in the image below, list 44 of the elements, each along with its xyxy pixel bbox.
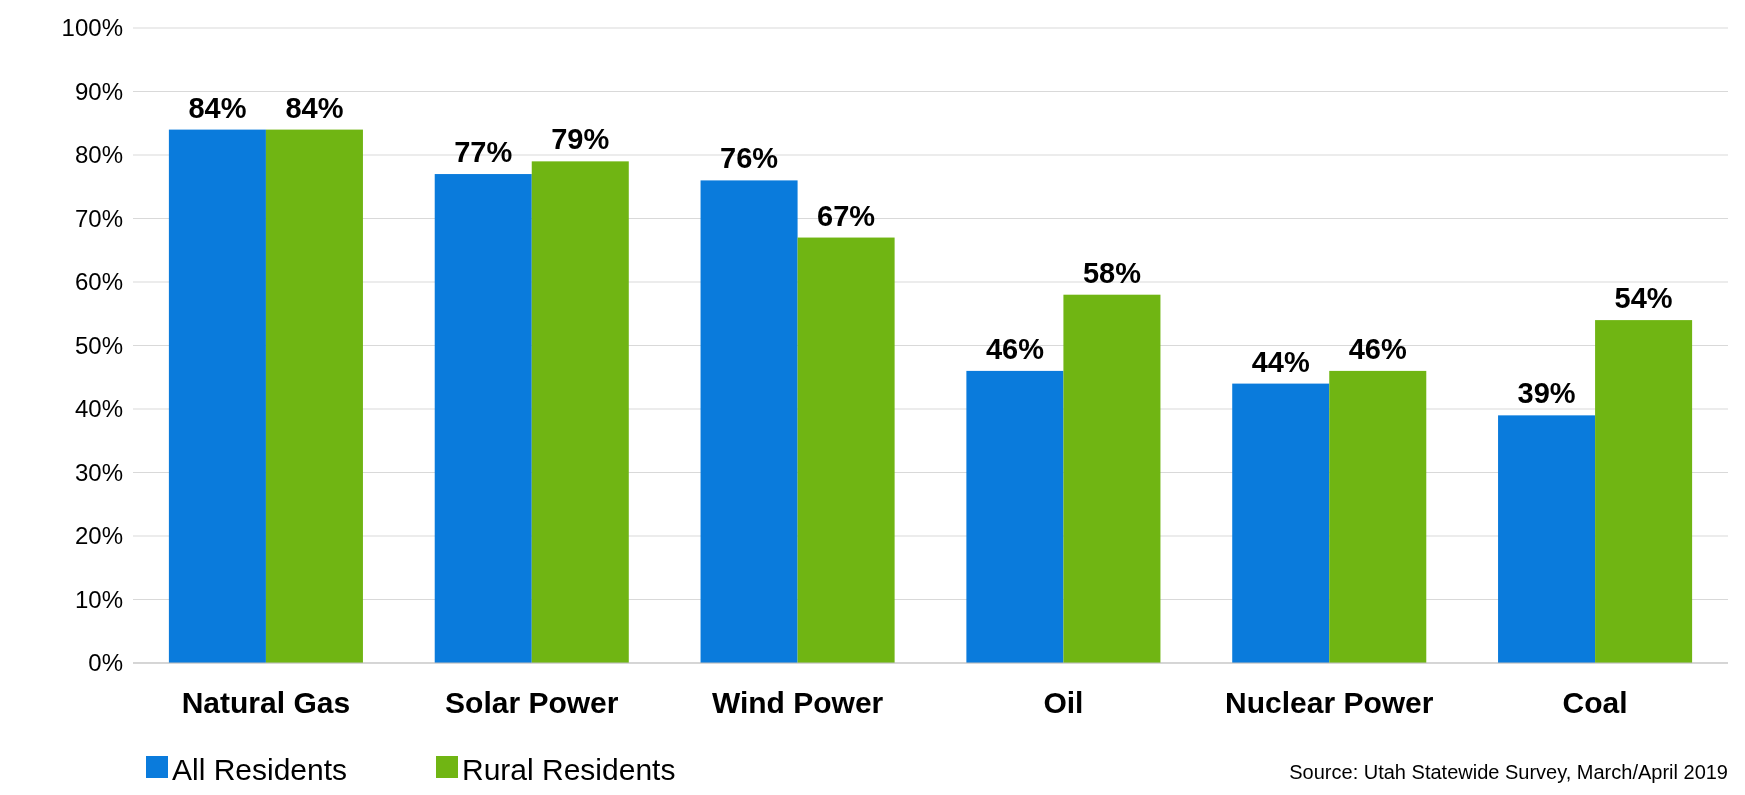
text: 44% <box>1251 345 1310 378</box>
text: 84% <box>285 91 344 124</box>
text: 39% <box>1517 377 1576 410</box>
bar <box>531 161 629 663</box>
y-tick-label: 0% <box>88 649 123 677</box>
bar <box>1498 415 1596 663</box>
bar <box>1232 383 1330 663</box>
bar <box>966 370 1064 663</box>
y-tick-label: 30% <box>74 458 123 486</box>
bar <box>1063 294 1161 663</box>
bar <box>797 237 895 663</box>
bar <box>1595 320 1693 663</box>
x-tick-label: Wind Power <box>711 686 884 719</box>
bar <box>1329 370 1427 663</box>
x-tick-label: Solar Power <box>445 686 619 719</box>
x-tick-label: Coal <box>1562 686 1628 719</box>
text: 79% <box>551 123 610 156</box>
bar <box>265 129 363 663</box>
text: 54% <box>1614 282 1673 315</box>
y-tick-label: 60% <box>74 268 123 296</box>
bar <box>434 174 532 663</box>
y-tick-label: 40% <box>74 395 123 423</box>
source-note: Source: Utah Statewide Survey, March/April 2019 <box>1289 761 1728 783</box>
legend-label: All Residents <box>172 752 348 786</box>
y-tick-label: 10% <box>74 585 123 613</box>
y-tick-label: 100% <box>61 14 123 42</box>
text: 67% <box>817 199 876 232</box>
x-tick-label: Natural Gas <box>181 686 351 719</box>
text: 77% <box>454 136 513 169</box>
text: 84% <box>188 91 247 124</box>
y-tick-label: 90% <box>74 77 123 105</box>
text: 76% <box>720 142 779 175</box>
y-tick-label: 20% <box>74 522 123 550</box>
text: 46% <box>1348 332 1407 365</box>
bar <box>700 180 798 663</box>
y-tick-label: 80% <box>74 141 123 169</box>
bar <box>168 129 266 663</box>
x-tick-label: Oil <box>1043 686 1084 719</box>
y-tick-label: 50% <box>74 331 123 359</box>
y-tick-label: 70% <box>74 204 123 232</box>
text: 58% <box>1082 256 1141 289</box>
x-tick-label: Nuclear Power <box>1225 686 1434 719</box>
text: 46% <box>985 332 1044 365</box>
legend-label: Rural Residents <box>462 752 676 786</box>
